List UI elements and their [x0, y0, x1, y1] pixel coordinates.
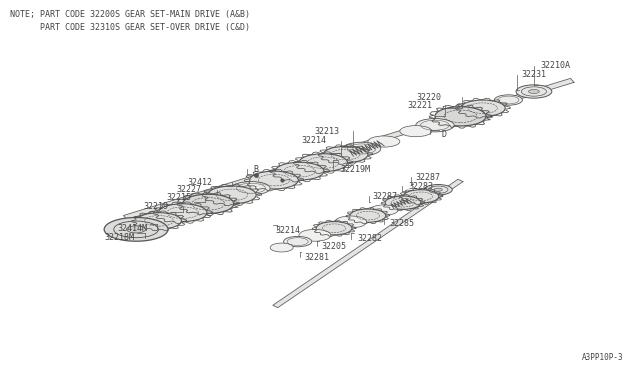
Text: 32220: 32220 — [417, 93, 442, 102]
Text: 32218M: 32218M — [105, 233, 135, 243]
Text: 32412: 32412 — [188, 178, 212, 187]
Ellipse shape — [104, 218, 168, 241]
Text: 32213: 32213 — [314, 126, 339, 136]
Ellipse shape — [299, 154, 348, 171]
Text: 32215: 32215 — [166, 193, 191, 202]
Text: 32287: 32287 — [372, 192, 397, 201]
Ellipse shape — [232, 182, 270, 195]
Ellipse shape — [529, 90, 540, 93]
Ellipse shape — [434, 188, 442, 191]
Ellipse shape — [368, 136, 400, 147]
Ellipse shape — [416, 119, 454, 132]
Text: 32214: 32214 — [275, 226, 300, 235]
Ellipse shape — [403, 190, 439, 203]
Ellipse shape — [350, 209, 386, 222]
Text: 32287: 32287 — [416, 173, 441, 182]
Ellipse shape — [270, 243, 293, 252]
Text: 32282: 32282 — [357, 234, 382, 243]
Ellipse shape — [137, 213, 181, 229]
Text: 32227: 32227 — [177, 185, 202, 194]
Ellipse shape — [275, 162, 324, 180]
Ellipse shape — [400, 126, 432, 137]
Ellipse shape — [494, 95, 522, 105]
Text: 32219M: 32219M — [340, 165, 371, 174]
Text: 32214: 32214 — [301, 136, 326, 145]
Text: A3PP10P-3: A3PP10P-3 — [582, 353, 623, 362]
Ellipse shape — [461, 100, 505, 116]
Text: 32221: 32221 — [408, 101, 433, 110]
Ellipse shape — [335, 216, 367, 228]
Text: D: D — [442, 129, 446, 139]
Ellipse shape — [424, 185, 452, 195]
Text: PART CODE 32310S GEAR SET-OVER DRIVE (C&D): PART CODE 32310S GEAR SET-OVER DRIVE (C&… — [10, 23, 250, 32]
Polygon shape — [124, 78, 574, 219]
Text: 32205: 32205 — [321, 241, 346, 250]
Ellipse shape — [385, 196, 421, 209]
Text: 32231: 32231 — [521, 70, 546, 79]
Ellipse shape — [370, 205, 398, 215]
Ellipse shape — [299, 230, 331, 241]
Ellipse shape — [516, 85, 552, 98]
Text: 32414M: 32414M — [118, 224, 148, 234]
Ellipse shape — [435, 107, 486, 126]
Polygon shape — [273, 179, 463, 308]
Text: B: B — [253, 165, 259, 174]
Ellipse shape — [284, 236, 312, 247]
Ellipse shape — [127, 226, 146, 233]
Ellipse shape — [182, 194, 234, 214]
Ellipse shape — [316, 222, 352, 235]
Text: 32210A: 32210A — [540, 61, 570, 70]
Text: 32285: 32285 — [389, 219, 414, 228]
Ellipse shape — [207, 186, 256, 204]
Text: 32219: 32219 — [143, 202, 168, 211]
Ellipse shape — [323, 146, 368, 163]
Ellipse shape — [250, 171, 298, 189]
Ellipse shape — [342, 142, 381, 155]
Text: NOTE; PART CODE 32200S GEAR SET-MAIN DRIVE (A&B): NOTE; PART CODE 32200S GEAR SET-MAIN DRI… — [10, 10, 250, 19]
Text: 32283: 32283 — [408, 182, 433, 190]
Ellipse shape — [159, 204, 207, 222]
Text: 32281: 32281 — [304, 253, 329, 262]
